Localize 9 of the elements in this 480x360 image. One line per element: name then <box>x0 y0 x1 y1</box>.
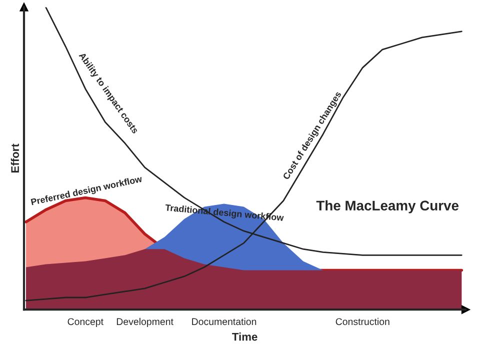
series-label: Traditional design workflow <box>164 204 284 223</box>
x-axis-title: Time <box>232 332 258 341</box>
text: Preferred design workflow <box>30 175 143 208</box>
x-tick-label: Construction <box>336 318 390 326</box>
x-tick-label: Concept <box>68 318 104 327</box>
x-tick-label: Development <box>116 318 174 327</box>
annotation: The MacLeamy Curve <box>316 200 459 214</box>
x-tick-label: Documentation <box>192 318 256 326</box>
y-axis-title: Effort <box>10 144 20 172</box>
